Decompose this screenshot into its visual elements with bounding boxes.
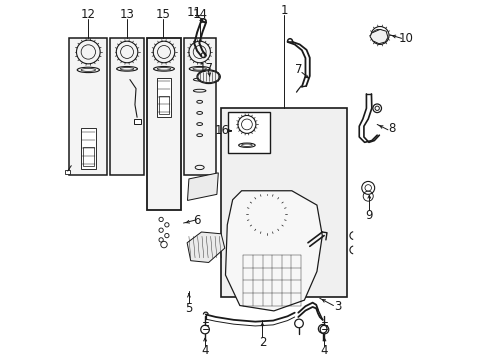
Text: 4: 4 <box>320 344 327 357</box>
Text: 16: 16 <box>214 124 229 137</box>
Text: 17: 17 <box>199 62 214 75</box>
Polygon shape <box>187 173 218 201</box>
Text: 4: 4 <box>201 344 208 357</box>
Text: 6: 6 <box>193 214 201 227</box>
Text: 3: 3 <box>333 300 341 313</box>
Text: 5: 5 <box>185 302 192 315</box>
Bar <box>159 96 169 114</box>
Text: 7: 7 <box>295 63 302 76</box>
Text: 8: 8 <box>388 122 395 135</box>
Bar <box>65 170 70 174</box>
Bar <box>147 39 181 211</box>
Bar <box>83 147 94 166</box>
Polygon shape <box>225 191 322 311</box>
Ellipse shape <box>197 70 220 84</box>
Bar <box>81 128 96 169</box>
Text: 11: 11 <box>186 6 202 19</box>
Text: 1: 1 <box>280 4 287 17</box>
Bar <box>221 108 346 297</box>
Bar <box>133 120 141 125</box>
Bar <box>110 39 144 175</box>
Polygon shape <box>187 232 224 262</box>
Text: 10: 10 <box>398 32 412 45</box>
Bar <box>183 39 215 175</box>
Text: 12: 12 <box>80 8 95 21</box>
Bar <box>69 39 107 175</box>
Bar <box>228 112 269 153</box>
Text: 13: 13 <box>119 8 134 21</box>
Text: 9: 9 <box>365 210 372 222</box>
Text: 2: 2 <box>258 336 265 349</box>
Bar <box>157 78 171 117</box>
Text: 14: 14 <box>192 8 207 21</box>
Text: 15: 15 <box>156 8 170 21</box>
Polygon shape <box>369 30 387 44</box>
